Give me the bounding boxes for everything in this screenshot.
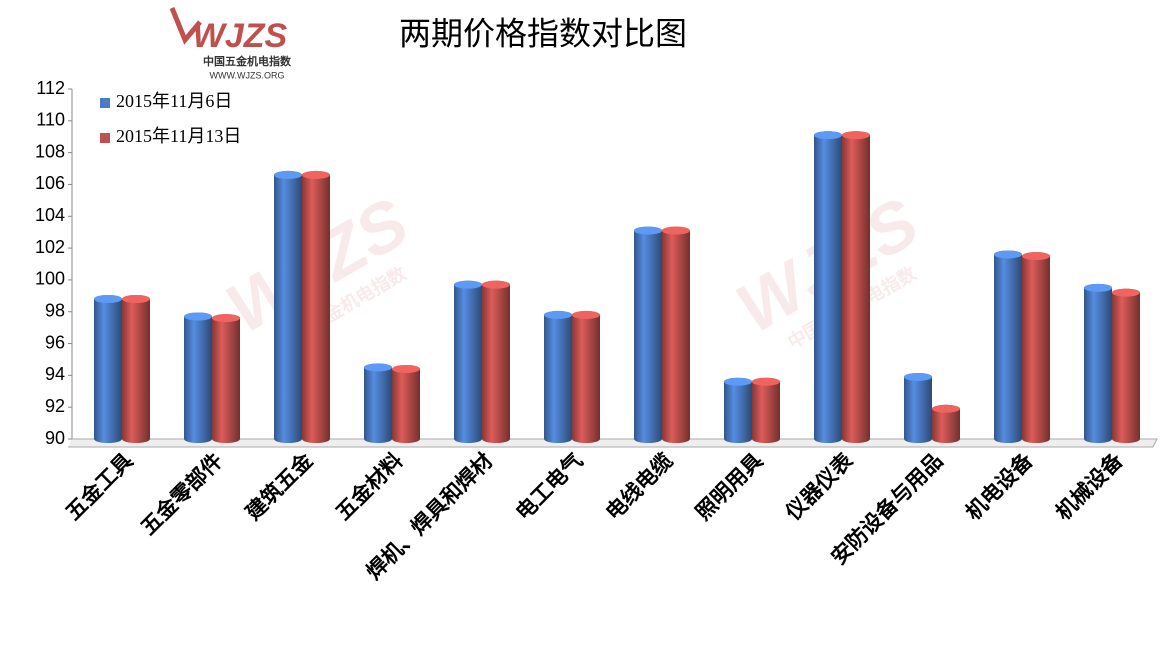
- bar: [482, 280, 510, 443]
- legend-label: 2015年11月6日: [116, 91, 232, 111]
- bar: [1084, 283, 1112, 443]
- bar-cap: [814, 131, 842, 140]
- legend-label: 2015年11月13日: [116, 126, 241, 146]
- bar: [752, 377, 780, 443]
- chart-title: 两期价格指数对比图: [399, 15, 687, 53]
- y-tick-label: 104: [35, 205, 65, 225]
- logo-arrow: [169, 7, 202, 45]
- bar: [1022, 252, 1050, 443]
- bar: [364, 363, 392, 443]
- floor: [68, 438, 1158, 448]
- bar-cap: [184, 312, 212, 321]
- x-tick-label: 建筑五金: [240, 447, 318, 525]
- y-tick-label: 94: [45, 364, 65, 384]
- legend-swatch: [100, 133, 110, 143]
- x-tick-label: 照明用具: [690, 448, 767, 525]
- y-tick-label: 102: [35, 237, 65, 257]
- bar-cap: [842, 131, 870, 140]
- logo: WJZS 中国五金机电指数 WWW.WJZS.ORG: [169, 7, 292, 80]
- logo-name: 中国五金机电指数: [203, 54, 292, 68]
- bar-cap: [302, 170, 330, 179]
- bar-cap: [572, 310, 600, 319]
- bar: [634, 226, 662, 443]
- y-tick-label: 106: [35, 173, 65, 193]
- bar: [904, 372, 932, 443]
- y-tick-label: 100: [35, 269, 65, 289]
- bar: [544, 310, 572, 443]
- x-tick-label: 五金工具: [60, 448, 137, 525]
- bar: [724, 377, 752, 443]
- bar-cap: [634, 226, 662, 235]
- bar-cap: [544, 310, 572, 319]
- bar: [212, 314, 240, 443]
- x-tick-label: 电工电气: [510, 448, 587, 525]
- bar-cap: [1022, 252, 1050, 261]
- bar: [572, 310, 600, 443]
- bar-cap: [454, 280, 482, 289]
- x-tick-label: 五金零部件: [136, 448, 228, 540]
- bar: [302, 170, 330, 443]
- y-tick-label: 90: [45, 428, 65, 448]
- bar-cap: [212, 314, 240, 323]
- y-tick-label: 112: [36, 78, 65, 98]
- bar-cap: [274, 170, 302, 179]
- bar: [454, 280, 482, 443]
- y-tick-label: 96: [45, 332, 65, 352]
- y-tick-label: 108: [35, 141, 65, 161]
- legend-swatch: [100, 98, 110, 108]
- x-tick-label: 五金材料: [330, 448, 407, 525]
- bar: [662, 226, 690, 443]
- x-tick-label: 机电设备: [960, 447, 1038, 525]
- bar-cap: [752, 377, 780, 386]
- y-tick-label: 98: [45, 300, 65, 320]
- logo-mark: WJZS: [193, 17, 288, 55]
- bar-cap: [662, 226, 690, 235]
- bar-cap: [122, 295, 150, 303]
- bar-cap: [1084, 283, 1112, 292]
- bar-cap: [904, 372, 932, 381]
- x-tick-label: 仪器仪表: [780, 447, 858, 525]
- x-tick-label: 机械设备: [1050, 447, 1128, 525]
- bar-cap: [1112, 288, 1140, 297]
- bar: [274, 170, 302, 443]
- bar: [932, 404, 960, 443]
- bar-cap: [994, 250, 1022, 259]
- bar-cap: [94, 295, 122, 303]
- bar: [184, 312, 212, 443]
- bar: [1112, 288, 1140, 443]
- bar: [392, 365, 420, 443]
- bar-cap: [364, 363, 392, 372]
- y-tick-label: 92: [45, 396, 65, 416]
- bar-cap: [932, 404, 960, 413]
- bar-cap: [392, 365, 420, 373]
- bar: [94, 295, 122, 443]
- y-tick-label: 110: [36, 110, 65, 130]
- bar: [994, 250, 1022, 443]
- bar-cap: [724, 377, 752, 386]
- bar-cap: [482, 280, 510, 289]
- bar: [814, 131, 842, 444]
- bar: [842, 131, 870, 444]
- x-tick-label: 电线电缆: [600, 448, 677, 525]
- bar: [122, 295, 150, 443]
- logo-url: WWW.WJZS.ORG: [210, 70, 285, 80]
